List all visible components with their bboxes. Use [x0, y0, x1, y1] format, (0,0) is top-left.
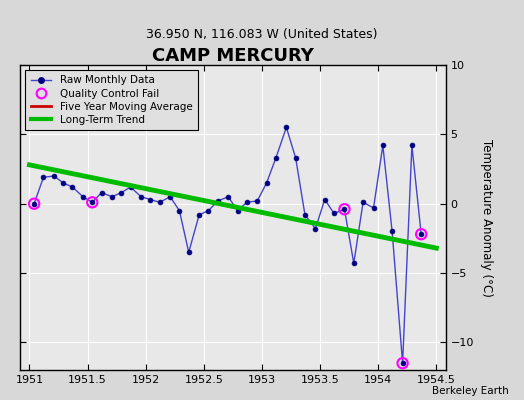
Raw Monthly Data — [225, 194, 232, 199]
Title: CAMP MERCURY: CAMP MERCURY — [152, 47, 314, 65]
Raw Monthly Data — [273, 156, 279, 160]
Raw Monthly Data — [399, 361, 406, 366]
Raw Monthly Data — [51, 174, 57, 178]
Y-axis label: Temperature Anomaly (°C): Temperature Anomaly (°C) — [481, 139, 493, 296]
Raw Monthly Data — [244, 200, 250, 205]
Raw Monthly Data — [292, 156, 299, 160]
Raw Monthly Data — [331, 211, 337, 216]
Quality Control Fail — [30, 200, 38, 207]
Raw Monthly Data — [322, 197, 328, 202]
Raw Monthly Data — [205, 208, 212, 213]
Raw Monthly Data — [89, 200, 95, 205]
Raw Monthly Data — [380, 143, 386, 148]
Raw Monthly Data — [60, 180, 67, 185]
Raw Monthly Data — [176, 208, 182, 213]
Raw Monthly Data — [264, 180, 270, 185]
Raw Monthly Data — [80, 194, 86, 199]
Raw Monthly Data — [138, 194, 144, 199]
Quality Control Fail — [340, 206, 348, 212]
Text: 36.950 N, 116.083 W (United States): 36.950 N, 116.083 W (United States) — [146, 28, 378, 41]
Raw Monthly Data — [389, 229, 395, 234]
Raw Monthly Data — [360, 200, 366, 205]
Line: Raw Monthly Data: Raw Monthly Data — [32, 125, 423, 366]
Raw Monthly Data — [196, 212, 202, 217]
Raw Monthly Data — [254, 198, 260, 203]
Raw Monthly Data — [40, 175, 47, 180]
Quality Control Fail — [88, 199, 96, 206]
Raw Monthly Data — [283, 125, 289, 130]
Raw Monthly Data — [167, 194, 173, 199]
Raw Monthly Data — [147, 197, 154, 202]
Raw Monthly Data — [127, 185, 134, 190]
Legend: Raw Monthly Data, Quality Control Fail, Five Year Moving Average, Long-Term Tren: Raw Monthly Data, Quality Control Fail, … — [25, 70, 198, 130]
Raw Monthly Data — [99, 190, 105, 195]
Raw Monthly Data — [69, 185, 75, 190]
Text: Berkeley Earth: Berkeley Earth — [432, 386, 508, 396]
Raw Monthly Data — [302, 212, 308, 217]
Raw Monthly Data — [109, 194, 115, 199]
Raw Monthly Data — [118, 190, 125, 195]
Quality Control Fail — [417, 231, 425, 238]
Raw Monthly Data — [418, 232, 424, 237]
Raw Monthly Data — [370, 206, 377, 210]
Quality Control Fail — [398, 360, 407, 366]
Raw Monthly Data — [157, 200, 163, 205]
Raw Monthly Data — [215, 198, 221, 203]
Raw Monthly Data — [312, 226, 319, 231]
Raw Monthly Data — [351, 261, 357, 266]
Raw Monthly Data — [31, 201, 37, 206]
Raw Monthly Data — [341, 207, 347, 212]
Raw Monthly Data — [185, 250, 192, 255]
Raw Monthly Data — [409, 143, 415, 148]
Raw Monthly Data — [234, 208, 241, 213]
